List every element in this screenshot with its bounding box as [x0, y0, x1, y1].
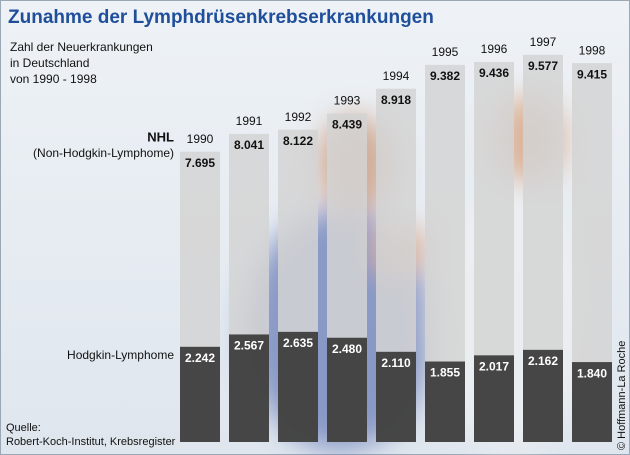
- value-label: 9.415: [577, 67, 607, 81]
- x-tick-label: 1997: [530, 35, 557, 49]
- subtitle: von 1990 - 1998: [10, 72, 97, 86]
- value-label: 9.577: [528, 59, 558, 73]
- value-label: 9.436: [479, 66, 509, 80]
- credit: © Hoffmann-La Roche: [616, 341, 628, 450]
- source: Quelle:: [6, 422, 41, 434]
- subtitle: in Deutschland: [10, 56, 89, 70]
- x-tick-label: 1996: [481, 42, 508, 56]
- value-label: 2.162: [528, 354, 558, 368]
- value-label: 2.017: [479, 360, 509, 374]
- value-label: 1.855: [430, 366, 460, 380]
- value-label: 8.041: [234, 138, 264, 152]
- source: Robert-Koch-Institut, Krebsregister: [6, 436, 176, 448]
- x-tick-label: 1998: [579, 43, 606, 57]
- x-tick-label: 1995: [432, 45, 459, 59]
- bar: [278, 331, 318, 442]
- value-label: 2.567: [234, 339, 264, 353]
- bar: [425, 361, 465, 442]
- value-label: 2.635: [283, 336, 313, 350]
- value-label: 9.382: [430, 69, 460, 83]
- x-tick-label: 1990: [187, 132, 214, 146]
- chart-title: Zunahme der Lymphdrüsenkrebserkrankungen: [8, 7, 434, 28]
- bar: [229, 334, 269, 442]
- legend-note: (Non-Hodgkin-Lymphome): [33, 146, 174, 160]
- bar: [523, 349, 563, 442]
- legend-label: Hodgkin-Lymphome: [67, 348, 174, 362]
- bar: [376, 351, 416, 442]
- bar: [180, 346, 220, 442]
- x-tick-label: 1991: [236, 114, 263, 128]
- value-label: 8.122: [283, 134, 313, 148]
- value-label: 8.439: [332, 118, 362, 132]
- bar: [327, 337, 367, 442]
- x-tick-label: 1992: [285, 110, 312, 124]
- value-label: 8.918: [381, 93, 411, 107]
- x-tick-label: 1994: [383, 69, 410, 83]
- bar: [474, 355, 514, 442]
- value-label: 2.110: [381, 356, 411, 370]
- x-tick-label: 1993: [334, 94, 361, 108]
- bar: [572, 362, 612, 442]
- subtitle: Zahl der Neuerkrankungen: [10, 40, 153, 54]
- value-label: 2.242: [185, 351, 215, 365]
- value-label: 1.840: [577, 366, 607, 380]
- legend-label: NHL: [147, 129, 174, 144]
- value-label: 2.480: [332, 342, 362, 356]
- value-label: 7.695: [185, 156, 215, 170]
